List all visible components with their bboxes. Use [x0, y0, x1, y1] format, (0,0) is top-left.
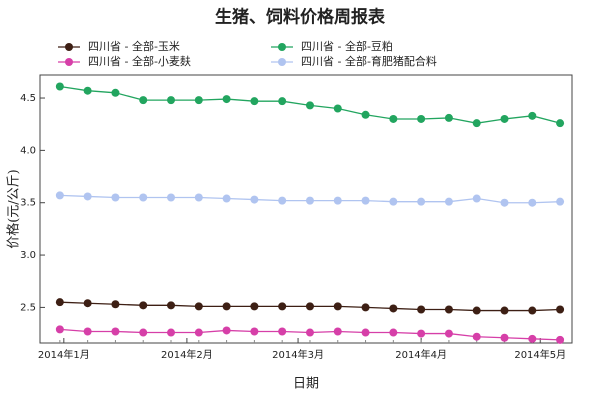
data-point — [389, 114, 398, 123]
data-point — [417, 114, 426, 123]
data-point — [389, 197, 398, 206]
data-point — [167, 301, 176, 310]
y-tick-label: 3.0 — [20, 250, 36, 261]
data-point — [139, 96, 148, 105]
data-point — [222, 194, 231, 203]
data-point — [444, 329, 453, 338]
data-point — [472, 119, 481, 128]
data-point — [83, 86, 92, 95]
data-point — [333, 104, 342, 113]
data-point — [250, 327, 259, 336]
legend-label: 四川省 - 全部-玉米 — [88, 39, 180, 53]
data-point — [444, 197, 453, 206]
data-point — [528, 111, 537, 120]
data-point — [194, 96, 203, 105]
data-point — [111, 327, 120, 336]
x-tick-label: 2014年2月 — [161, 348, 213, 361]
x-axis-label: 日期 — [293, 377, 319, 392]
data-point — [361, 110, 370, 119]
x-tick-label: 2014年3月 — [272, 348, 324, 361]
data-point — [167, 96, 176, 105]
x-tick-label: 2014年4月 — [395, 348, 447, 361]
data-point — [389, 304, 398, 313]
data-point — [472, 194, 481, 203]
data-point — [361, 196, 370, 205]
data-point — [139, 301, 148, 310]
data-point — [333, 302, 342, 311]
x-tick-label: 2014年5月 — [514, 348, 566, 361]
data-point — [333, 327, 342, 336]
legend-label: 四川省 - 全部-育肥猪配合料 — [301, 54, 437, 68]
data-point — [500, 114, 509, 123]
data-point — [83, 299, 92, 308]
data-point — [389, 328, 398, 337]
data-point — [222, 302, 231, 311]
data-point — [305, 101, 314, 110]
data-point — [528, 306, 537, 315]
data-point — [305, 196, 314, 205]
chart-title: 生猪、饲料价格周报表 — [215, 7, 386, 28]
legend-marker — [65, 43, 73, 51]
data-point — [417, 197, 426, 206]
data-point — [556, 335, 565, 344]
data-point — [139, 193, 148, 202]
data-point — [194, 193, 203, 202]
y-tick-label: 4.5 — [20, 93, 36, 104]
legend-label: 四川省 - 全部-豆粕 — [301, 39, 393, 53]
data-point — [111, 88, 120, 97]
data-point — [528, 198, 537, 207]
y-tick-label: 2.5 — [20, 302, 36, 313]
legend-label: 四川省 - 全部-小麦麸 — [88, 54, 191, 68]
data-point — [361, 328, 370, 337]
data-point — [250, 302, 259, 311]
data-point — [278, 97, 287, 106]
legend-marker — [278, 58, 286, 66]
y-tick-label: 4.0 — [20, 145, 36, 156]
data-point — [250, 195, 259, 204]
data-point — [55, 191, 64, 200]
data-point — [139, 328, 148, 337]
data-point — [556, 305, 565, 314]
data-point — [167, 328, 176, 337]
data-point — [194, 328, 203, 337]
y-axis-label: 价格(元/公斤) — [6, 169, 22, 249]
plot-frame — [39, 74, 573, 344]
data-point — [194, 302, 203, 311]
data-point — [55, 82, 64, 91]
data-point — [55, 325, 64, 334]
data-point — [278, 196, 287, 205]
data-point — [167, 193, 176, 202]
data-point — [417, 329, 426, 338]
data-point — [55, 298, 64, 307]
data-point — [361, 303, 370, 312]
data-point — [472, 306, 481, 315]
legend-marker — [65, 58, 73, 66]
data-point — [222, 326, 231, 335]
data-point — [111, 193, 120, 202]
x-tick-label: 2014年1月 — [38, 348, 90, 361]
data-point — [250, 97, 259, 106]
data-point — [417, 305, 426, 314]
data-point — [278, 302, 287, 311]
y-tick-label: 3.5 — [20, 198, 36, 209]
data-point — [500, 306, 509, 315]
data-point — [444, 113, 453, 122]
data-point — [222, 95, 231, 104]
data-point — [500, 333, 509, 342]
data-point — [83, 192, 92, 201]
data-point — [305, 302, 314, 311]
data-point — [528, 334, 537, 343]
data-point — [111, 300, 120, 309]
data-point — [444, 305, 453, 314]
data-point — [278, 327, 287, 336]
data-point — [500, 198, 509, 207]
data-point — [556, 119, 565, 128]
data-point — [305, 328, 314, 337]
data-point — [556, 197, 565, 206]
data-point — [472, 332, 481, 341]
data-point — [333, 196, 342, 205]
data-point — [83, 327, 92, 336]
legend-marker — [278, 43, 286, 51]
